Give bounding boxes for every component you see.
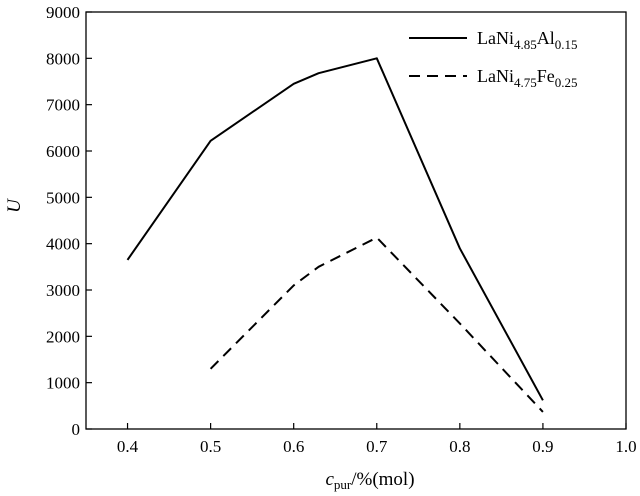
series-line-2 [209, 236, 544, 413]
x-tick-label: 1.0 [615, 437, 636, 456]
x-tick-label: 0.9 [532, 437, 553, 456]
x-axis-label: cpur/%(mol) [325, 469, 414, 492]
y-axis: 0 1000 2000 3000 4000 5000 6000 7000 8000 9000 [46, 3, 92, 439]
y-tick-label: 9000 [46, 3, 80, 22]
x-label-var: c [325, 469, 334, 490]
x-axis: 0.4 0.5 0.6 0.7 0.8 0.9 1.0 [117, 423, 637, 456]
y-tick-label: 2000 [46, 327, 80, 346]
x-tick-label: 0.7 [366, 437, 388, 456]
legend: LaNi4.85Al0.15 LaNi4.75Fe0.25 [409, 28, 577, 90]
x-tick-label: 0.8 [449, 437, 470, 456]
y-axis-label: U [4, 198, 25, 213]
y-tick-label: 3000 [46, 281, 80, 300]
y-tick-label: 6000 [46, 142, 80, 161]
legend-label-1: LaNi4.85Al0.15 [477, 28, 577, 52]
series-layer [126, 57, 544, 413]
y-tick-label: 0 [72, 420, 81, 439]
y-tick-label: 8000 [46, 49, 80, 68]
x-label-subscript: pur [334, 477, 352, 492]
x-tick-label: 0.4 [117, 437, 139, 456]
y-tick-label: 7000 [46, 96, 80, 115]
series-line-1 [126, 57, 544, 401]
x-tick-label: 0.6 [283, 437, 304, 456]
x-tick-label: 0.5 [200, 437, 221, 456]
y-tick-label: 5000 [46, 188, 80, 207]
x-label-unit: /%(mol) [351, 469, 414, 490]
y-tick-label: 4000 [46, 235, 80, 254]
plot-frame [85, 11, 627, 430]
y-tick-label: 1000 [46, 374, 80, 393]
legend-label-2: LaNi4.75Fe0.25 [477, 66, 577, 90]
